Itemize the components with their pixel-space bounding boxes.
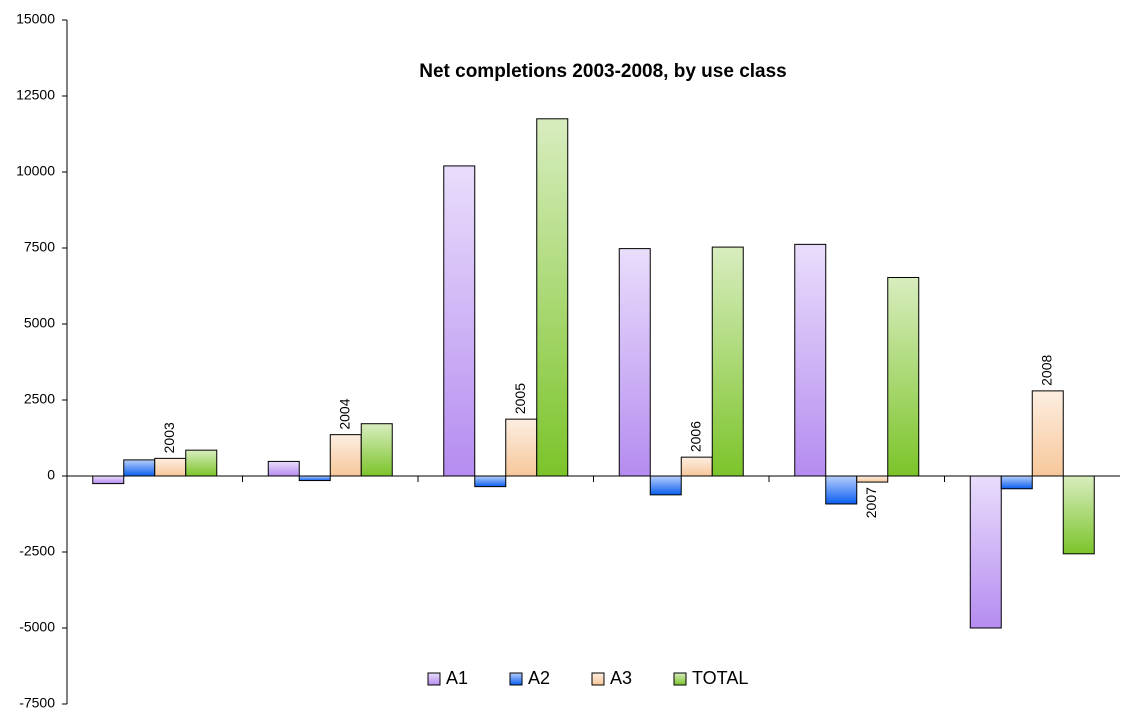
category-label: 2004 — [336, 398, 352, 429]
legend: A1 A2 A3 TOTAL — [427, 668, 748, 688]
bar — [711, 246, 744, 477]
bar — [887, 276, 920, 477]
category-label: 2008 — [1038, 355, 1054, 386]
bar — [1062, 475, 1095, 555]
y-tick-label: 7500 — [24, 239, 55, 255]
legend-label: A1 — [446, 668, 468, 688]
y-tick-label: 2500 — [24, 391, 55, 407]
bar — [298, 475, 331, 482]
y-tick-label: -5000 — [19, 619, 55, 635]
chart-title: Net completions 2003-2008, by use class — [419, 61, 787, 82]
bar — [1000, 475, 1033, 490]
y-tick-label: 12500 — [16, 87, 55, 103]
legend-marker — [427, 672, 441, 686]
category-label: 2007 — [863, 487, 879, 518]
bar — [474, 475, 507, 488]
category-label: 2003 — [161, 422, 177, 453]
bar — [536, 118, 569, 477]
bar — [680, 456, 713, 477]
bar — [360, 423, 393, 477]
y-tick-label: -7500 — [19, 695, 55, 709]
legend-marker — [591, 672, 605, 686]
y-tick-label: 0 — [47, 467, 55, 483]
bar — [969, 475, 1002, 629]
legend-marker — [673, 672, 687, 686]
bar — [267, 460, 300, 477]
bar — [185, 449, 218, 477]
bar — [649, 475, 682, 496]
legend-label: TOTAL — [692, 668, 748, 688]
bar — [618, 248, 651, 477]
bar — [92, 475, 125, 485]
legend-label: A3 — [610, 668, 632, 688]
y-tick-label: 15000 — [16, 11, 55, 27]
bar — [825, 475, 858, 505]
bar — [443, 165, 476, 477]
y-tick-label: 5000 — [24, 315, 55, 331]
bar — [794, 243, 827, 477]
bar — [154, 457, 187, 477]
y-tick-label: -2500 — [19, 543, 55, 559]
bar — [856, 475, 889, 483]
legend-marker — [509, 672, 523, 686]
bar — [329, 434, 362, 477]
bar — [123, 459, 156, 477]
legend-label: A2 — [528, 668, 550, 688]
bar — [1031, 390, 1064, 477]
category-label: 2006 — [687, 421, 703, 452]
category-label: 2005 — [512, 383, 528, 414]
bar — [505, 418, 538, 477]
y-tick-label: 10000 — [16, 163, 55, 179]
